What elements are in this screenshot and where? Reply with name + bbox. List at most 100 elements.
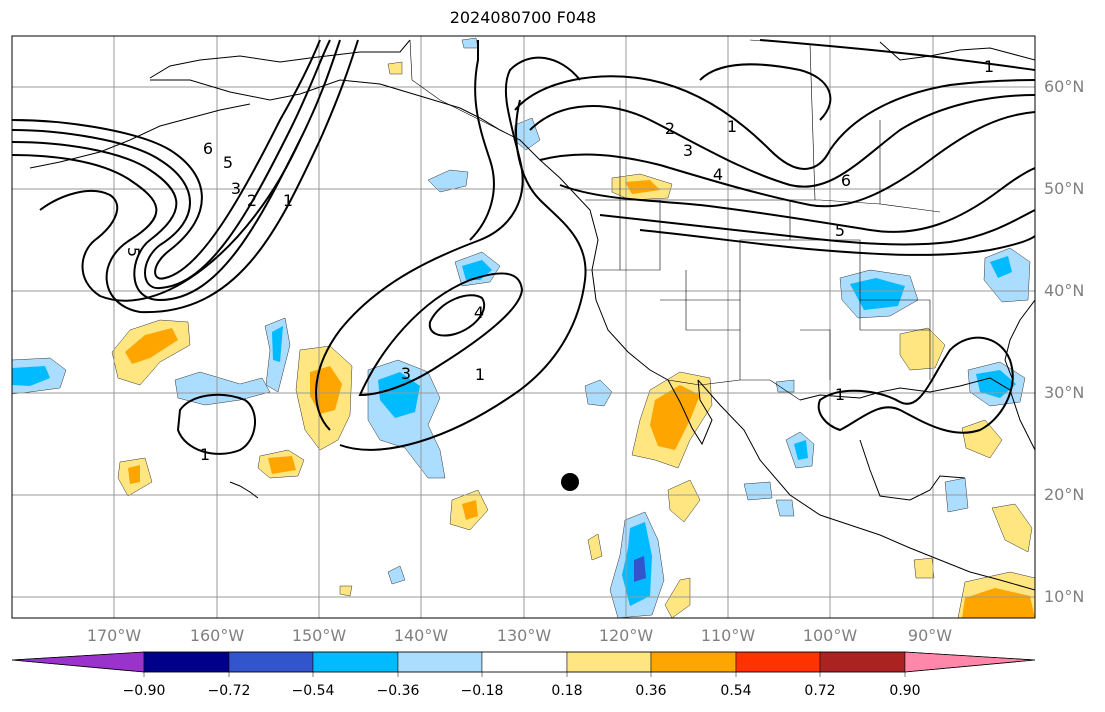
- anomaly-yellow-33: [991, 503, 1033, 553]
- anomaly-yellow-19: [387, 61, 403, 75]
- colorbar-tick-label: 0.72: [804, 683, 836, 699]
- contour-west-2: [12, 39, 331, 290]
- anomaly-blue-25: [775, 499, 795, 517]
- contour-label: 2: [665, 119, 675, 138]
- colorbar-tick-label: 0.18: [551, 683, 583, 699]
- colorbar-bin: [397, 651, 483, 673]
- colorbar-bin: [819, 651, 906, 673]
- anomaly-orange-8: [462, 500, 478, 520]
- lat-label-30n: 30°N: [1044, 383, 1085, 402]
- contour-label: 4: [474, 303, 484, 322]
- contour-label: 6: [841, 171, 851, 190]
- contour-label-group: 6 5 3 2 1 5 4 3 1 1 1 2 1 3 4 6 5 1: [124, 57, 994, 464]
- location-marker: [561, 473, 579, 491]
- lon-label-110w: 110°W: [700, 626, 756, 645]
- contour-label: 3: [683, 141, 693, 160]
- anomaly-yellow-14: [667, 479, 701, 523]
- anomaly-blue-17: [387, 565, 406, 585]
- contour-label: 5: [835, 221, 845, 240]
- lon-label-140w: 140°W: [393, 626, 449, 645]
- lat-label-20n: 20°N: [1044, 485, 1085, 504]
- colorbar-bin: [566, 651, 652, 673]
- border-states-9: [685, 270, 740, 331]
- colorbar-tick-label: −0.36: [376, 683, 420, 699]
- anomaly-blue-9: [427, 169, 469, 193]
- contour-label: 5: [124, 247, 143, 257]
- colorbar: [11, 651, 1036, 677]
- coast-gulf: [799, 377, 1035, 451]
- contour-label: 1: [283, 191, 293, 210]
- anomaly-blue-24: [743, 481, 773, 501]
- lon-label-170w: 170°W: [86, 626, 142, 645]
- contour-label: 5: [223, 153, 233, 172]
- anomaly-cyan-27: [850, 278, 905, 310]
- colorbar-bin: [143, 651, 230, 673]
- shaded-anomaly-regions: [12, 37, 1035, 618]
- colorbar-bin: [312, 651, 399, 673]
- anomaly-cyan-3: [272, 326, 283, 362]
- contour-gulf: [817, 336, 1014, 434]
- colorbar-bin: [650, 651, 737, 673]
- lat-label-50n: 50°N: [1044, 179, 1085, 198]
- coast-hawaii: [229, 481, 259, 499]
- colorbar-tick-label: 0.36: [635, 683, 667, 699]
- coast-alaska-south: [150, 79, 669, 381]
- anomaly-yellow-15: [664, 577, 691, 618]
- colorbar-bin: [481, 651, 568, 673]
- contour-ne-6: [639, 229, 1035, 256]
- lon-label-160w: 160°W: [189, 626, 245, 645]
- anomaly-yellow-30: [961, 419, 1003, 459]
- contour-mid-1: [315, 56, 581, 431]
- contour-label: 1: [727, 117, 737, 136]
- coast-alaska-north: [149, 39, 411, 79]
- anomaly-orange-21: [625, 180, 660, 194]
- contour-ne-2: [529, 94, 1035, 188]
- anomaly-orange-1: [125, 328, 178, 364]
- anomaly-orange-6: [128, 465, 140, 484]
- contour-mid-2: [339, 99, 587, 451]
- contour-lines: [12, 39, 1035, 455]
- contour-label: 2: [247, 191, 257, 210]
- contour-west-1: [12, 39, 341, 302]
- colorbar-bin: [735, 651, 821, 673]
- coast-east-us: [1004, 299, 1035, 379]
- border-states-5: [800, 329, 831, 380]
- coast-mexico-west: [697, 379, 1035, 591]
- contour-label: 3: [231, 179, 241, 198]
- anomaly-yellow-34: [913, 557, 935, 579]
- lon-label-150w: 150°W: [291, 626, 347, 645]
- contour-mid-4: [428, 294, 485, 337]
- contour-label: 3: [401, 364, 411, 383]
- anomaly-orange-12: [650, 385, 700, 450]
- lat-label-40n: 40°N: [1044, 281, 1085, 300]
- contour-west-3: [12, 39, 321, 280]
- coast-yucatan: [859, 439, 966, 501]
- colorbar-tick-label: 0.54: [720, 683, 752, 699]
- contour-ne-4: [559, 167, 1035, 233]
- lon-label-130w: 130°W: [496, 626, 552, 645]
- border-states-6: [859, 300, 930, 331]
- border-states-2: [660, 200, 791, 301]
- colorbar-tick-label: −0.18: [460, 683, 504, 699]
- anomaly-cyan-23: [794, 440, 808, 460]
- contour-hi-low: [176, 393, 257, 455]
- anomaly-yellow-28: [899, 327, 946, 371]
- anomaly-yellow-16: [587, 533, 603, 561]
- border-states-1: [585, 200, 661, 271]
- contour-west-5: [39, 139, 301, 302]
- contour-label: 1: [835, 385, 845, 404]
- colorbar-tick-label: −0.54: [291, 683, 335, 699]
- anomaly-orange-35: [962, 588, 1035, 618]
- contour-label: 1: [984, 57, 994, 76]
- contour-label: 1: [475, 365, 485, 384]
- contour-ne-8: [759, 39, 1035, 71]
- anomaly-blue-20: [461, 37, 479, 49]
- colorbar-tick-label: 0.90: [889, 683, 921, 699]
- contour-label: 1: [200, 445, 210, 464]
- anomaly-yellow-18: [339, 585, 353, 597]
- map-title: 2024080700 F048: [449, 8, 597, 27]
- anomaly-blue-26: [775, 379, 795, 393]
- anomaly-cyan-5: [378, 372, 420, 418]
- anomaly-cyan-31: [990, 256, 1012, 278]
